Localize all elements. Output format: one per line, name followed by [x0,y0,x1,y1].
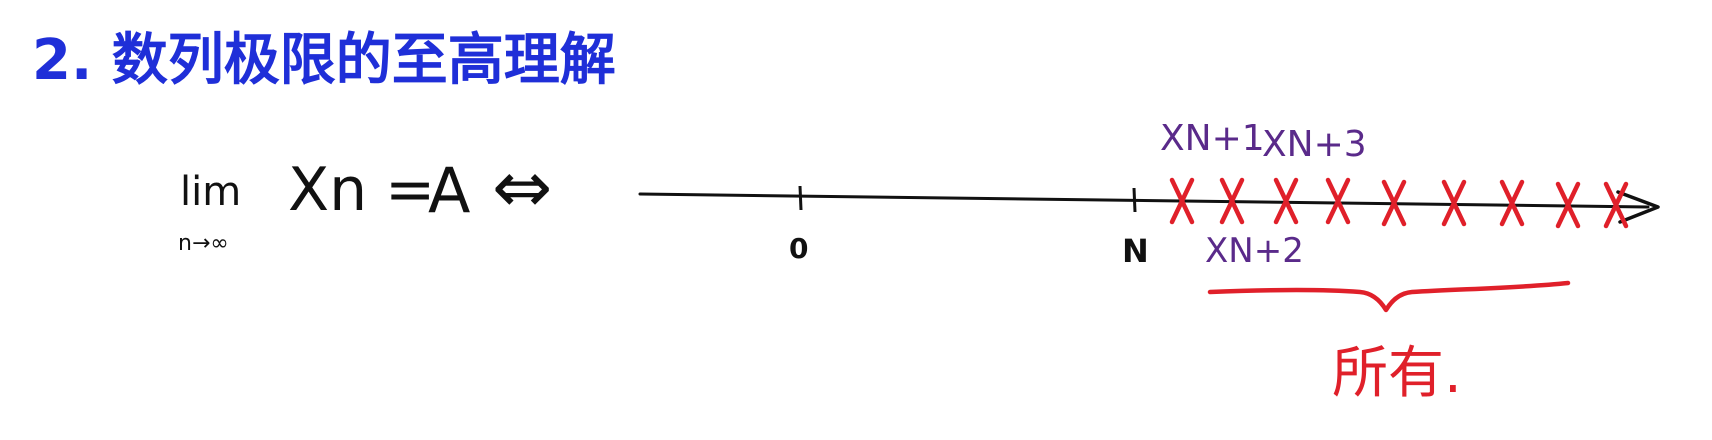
equals-sign: = [385,155,435,225]
sequence-points [1169,177,1629,229]
term-mark-1 [1169,177,1195,225]
number-line: 0 N [638,185,1660,270]
term-mark-3 [1273,177,1299,225]
term-mark-2 [1219,177,1245,225]
limit-a: A [428,154,470,227]
term-mark-6 [1441,179,1467,227]
curly-brace [1207,280,1571,313]
axis-line [638,192,1650,209]
label-x-n-plus-2: XN+2 [1205,231,1304,271]
sequence-xn: Xn [288,155,367,225]
term-labels: XN+1 XN+3 XN+2 [1160,118,1367,271]
term-mark-4 [1325,177,1351,225]
tick-n-label: N [1122,232,1149,270]
brace-caption: 所有. [1332,341,1462,406]
lim-subscript: n→∞ [178,231,229,256]
lim-text: lim [180,169,241,215]
limit-formula: lim n→∞ Xn = A ⇔ [178,145,552,256]
label-x-n-plus-1: XN+1 [1160,118,1265,159]
term-mark-8 [1555,181,1581,229]
label-x-n-plus-3: XN+3 [1262,124,1367,165]
term-mark-7 [1499,179,1525,227]
axis-arrowhead [1616,190,1660,224]
iff-arrow: ⇔ [492,145,552,229]
term-mark-9 [1603,181,1629,229]
slide-title: 2. 数列极限的至高理解 [32,28,616,93]
tick-n [1132,187,1137,213]
tick-zero [798,185,803,211]
term-mark-5 [1381,179,1407,227]
tick-zero-label: 0 [789,232,808,265]
